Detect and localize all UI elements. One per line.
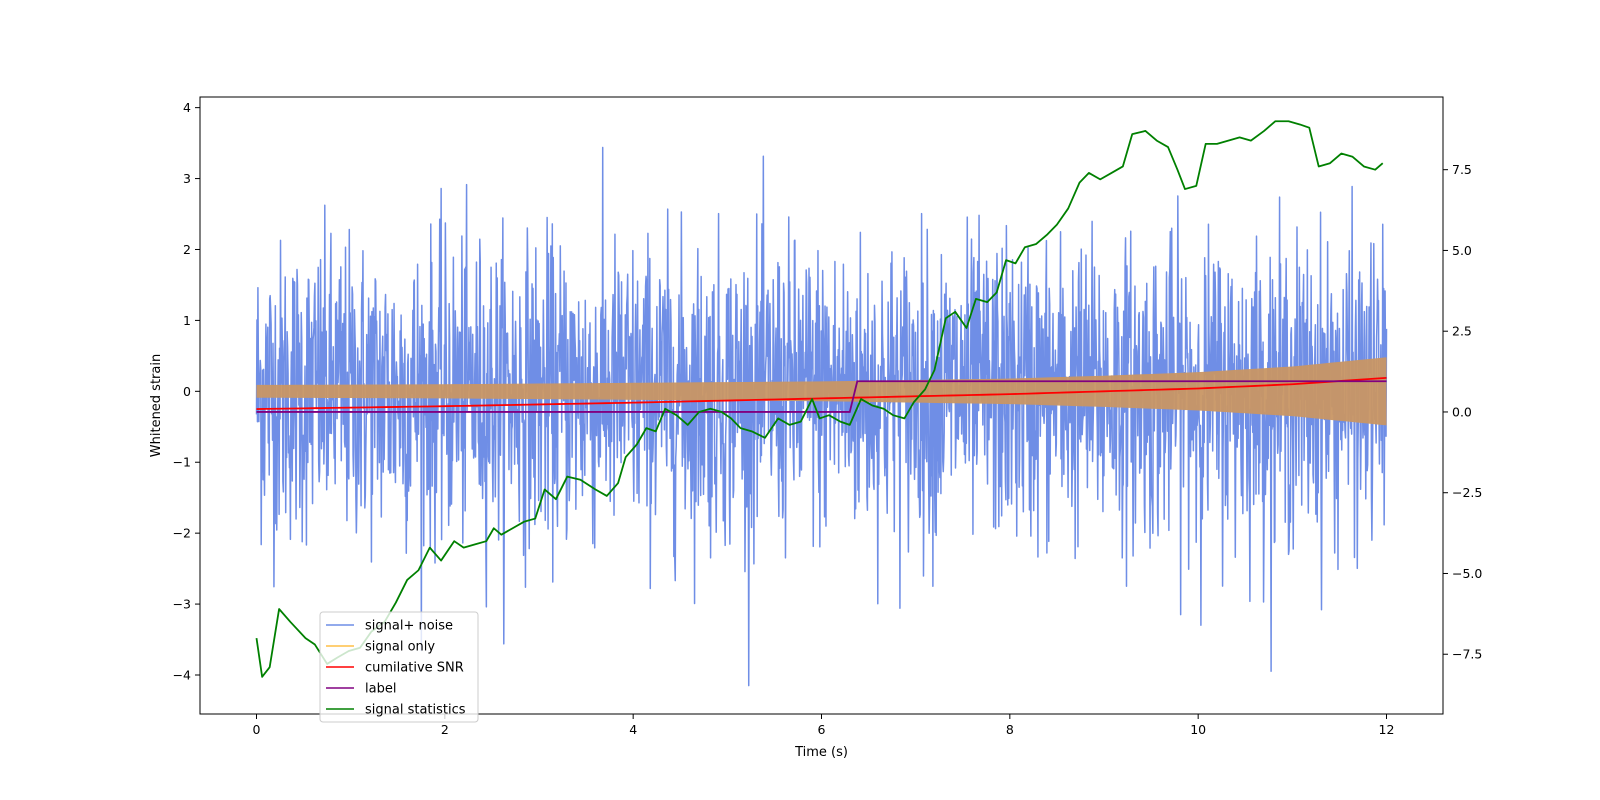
legend-label-label: label bbox=[365, 682, 396, 697]
y-tick-label: −2 bbox=[173, 526, 191, 541]
y2-tick-label: 5.0 bbox=[1452, 243, 1472, 258]
x-tick-label: 12 bbox=[1379, 722, 1395, 737]
series-label-line bbox=[256, 380, 1387, 413]
x-tick-label: 4 bbox=[629, 722, 637, 737]
y2-tick-label: 0.0 bbox=[1452, 404, 1472, 419]
x-axis-label: Time (s) bbox=[794, 745, 848, 760]
y2-tick-label: −7.5 bbox=[1452, 647, 1482, 662]
y-tick-label: −4 bbox=[173, 667, 191, 682]
y-tick-label: 2 bbox=[183, 242, 191, 257]
y-tick-label: 1 bbox=[183, 313, 191, 328]
plot-area bbox=[255, 120, 1388, 687]
y-tick-label: −1 bbox=[173, 455, 191, 470]
y-axis-left: −4 −3 −2 −1 0 1 2 3 4 bbox=[173, 100, 200, 682]
legend-box bbox=[319, 611, 479, 723]
y2-tick-label: −2.5 bbox=[1452, 485, 1482, 500]
x-tick-label: 0 bbox=[253, 722, 261, 737]
x-tick-label: 6 bbox=[818, 722, 826, 737]
y2-tick-label: 7.5 bbox=[1452, 162, 1472, 177]
x-axis: 0 2 4 6 8 10 12 bbox=[253, 714, 1395, 737]
y-axis-right: −7.5 −5.0 −2.5 0.0 2.5 5.0 7.5 bbox=[1443, 162, 1482, 662]
legend-label-cumulative-snr: cumilative SNR bbox=[365, 661, 464, 676]
legend-label-signal-only: signal only bbox=[365, 640, 435, 655]
legend-label-signal-noise: signal+ noise bbox=[365, 619, 453, 634]
y-tick-label: 0 bbox=[183, 384, 191, 399]
y-tick-label: −3 bbox=[173, 597, 191, 612]
legend-label-signal-statistics: signal statistics bbox=[365, 703, 466, 718]
y2-tick-label: 2.5 bbox=[1452, 324, 1472, 339]
series-cumulative-snr-line bbox=[256, 376, 1387, 410]
x-tick-label: 10 bbox=[1190, 722, 1206, 737]
series-signal-only-envelope bbox=[256, 357, 1387, 426]
y-tick-label: 3 bbox=[183, 171, 191, 186]
y2-tick-label: −5.0 bbox=[1452, 566, 1482, 581]
series-signal-statistics-line bbox=[255, 120, 1384, 678]
x-tick-label: 2 bbox=[441, 722, 449, 737]
y-tick-label: 4 bbox=[183, 100, 191, 115]
x-tick-label: 8 bbox=[1006, 722, 1014, 737]
y-axis-label: Whitened strain bbox=[149, 354, 164, 457]
legend: signal+ noise signal only cumilative SNR… bbox=[319, 611, 479, 723]
